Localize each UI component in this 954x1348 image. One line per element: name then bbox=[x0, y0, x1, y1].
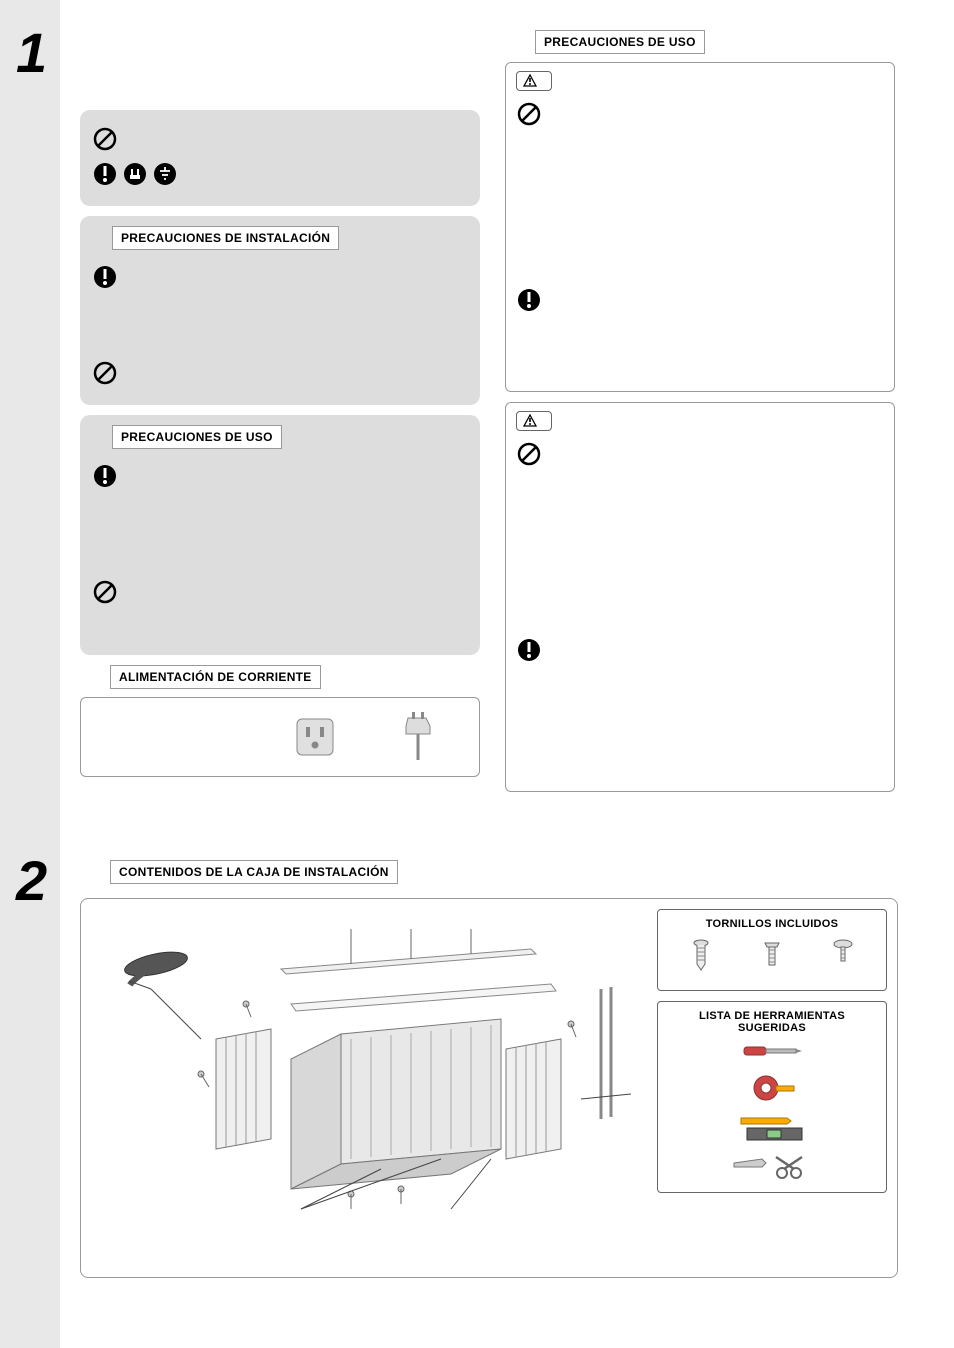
tape-measure-icon bbox=[748, 1073, 796, 1106]
caution-box bbox=[505, 402, 895, 792]
screw-b-icon bbox=[760, 938, 784, 976]
section-2: CONTENIDOS DE LA CAJA DE INSTALACIÓN bbox=[80, 860, 898, 1278]
danger-tab bbox=[516, 71, 552, 91]
use-text-1 bbox=[126, 463, 468, 573]
right-panel-icon bbox=[506, 1039, 561, 1159]
danger-text-2 bbox=[550, 287, 884, 327]
power-box bbox=[80, 697, 480, 777]
exclaim-circle-icon bbox=[92, 161, 118, 190]
power-header: ALIMENTACIÓN DE CORRIENTE bbox=[110, 665, 321, 689]
danger-text-1 bbox=[550, 101, 884, 281]
use-header-right: PRECAUCIONES DE USO bbox=[535, 30, 705, 54]
caution-tab bbox=[516, 411, 552, 431]
screws-panel: TORNILLOS INCLUIDOS bbox=[657, 909, 887, 991]
ground-dark-icon bbox=[152, 161, 178, 190]
plug-icon bbox=[398, 712, 438, 765]
tools-title: LISTA DE HERRAMIENTAS SUGERIDAS bbox=[666, 1010, 878, 1034]
install-header: PRECAUCIONES DE INSTALACIÓN bbox=[112, 226, 339, 250]
left-panel-icon bbox=[216, 1029, 271, 1149]
screws-title: TORNILLOS INCLUIDOS bbox=[666, 918, 878, 930]
caution-text-1 bbox=[550, 441, 884, 631]
intro-spacer bbox=[80, 30, 480, 110]
left-column: PRECAUCIONES DE INSTALACIÓN PRECAUCIONES… bbox=[80, 30, 480, 787]
caution-text-2 bbox=[550, 637, 884, 737]
screw-c-icon bbox=[831, 938, 855, 976]
install-precautions-box: PRECAUCIONES DE INSTALACIÓN bbox=[80, 216, 480, 405]
use-precautions-box-left: PRECAUCIONES DE USO bbox=[80, 415, 480, 655]
outlet-icon bbox=[293, 715, 337, 762]
exclaim-icon bbox=[92, 264, 120, 293]
exclaim-icon bbox=[92, 463, 120, 492]
step-2-number: 2 bbox=[16, 848, 44, 913]
power-section: ALIMENTACIÓN DE CORRIENTE bbox=[80, 665, 480, 777]
prohibit-icon bbox=[92, 360, 120, 389]
exclaim-icon bbox=[516, 287, 544, 316]
screwdriver-icon bbox=[742, 1042, 802, 1063]
prohibit-icon bbox=[516, 101, 544, 130]
tools-panel: LISTA DE HERRAMIENTAS SUGERIDAS bbox=[657, 1001, 887, 1193]
install-text-2 bbox=[126, 360, 468, 380]
prohibit-icon bbox=[516, 441, 544, 470]
danger-box bbox=[505, 62, 895, 392]
prohibit-icon bbox=[92, 579, 120, 608]
right-column: PRECAUCIONES DE USO bbox=[505, 30, 895, 802]
exploded-diagram bbox=[101, 919, 691, 1259]
plug-dark-icon bbox=[122, 161, 148, 190]
diagram-box: TORNILLOS INCLUIDOS bbox=[80, 898, 898, 1278]
page: 1 2 PRECAUCIONES DE INSTAL bbox=[0, 0, 954, 1348]
pencil-level-icon bbox=[737, 1116, 807, 1145]
warning-triangle-icon bbox=[523, 414, 537, 428]
step-1-number: 1 bbox=[16, 20, 44, 85]
use-text-2 bbox=[126, 579, 468, 639]
contents-header: CONTENIDOS DE LA CAJA DE INSTALACIÓN bbox=[110, 860, 398, 884]
knife-scissors-icon bbox=[732, 1155, 812, 1184]
cabinet-icon bbox=[291, 1019, 501, 1189]
symbols-box bbox=[80, 110, 480, 206]
warning-triangle-icon bbox=[523, 74, 537, 88]
install-text-1 bbox=[126, 264, 468, 354]
screw-a-icon bbox=[689, 938, 713, 976]
diagram-side-panels: TORNILLOS INCLUIDOS bbox=[657, 909, 887, 1203]
exclaim-icon bbox=[516, 637, 544, 666]
prohibit-icon bbox=[92, 126, 120, 155]
use-header-left: PRECAUCIONES DE USO bbox=[112, 425, 282, 449]
step-sidebar bbox=[0, 0, 60, 1348]
